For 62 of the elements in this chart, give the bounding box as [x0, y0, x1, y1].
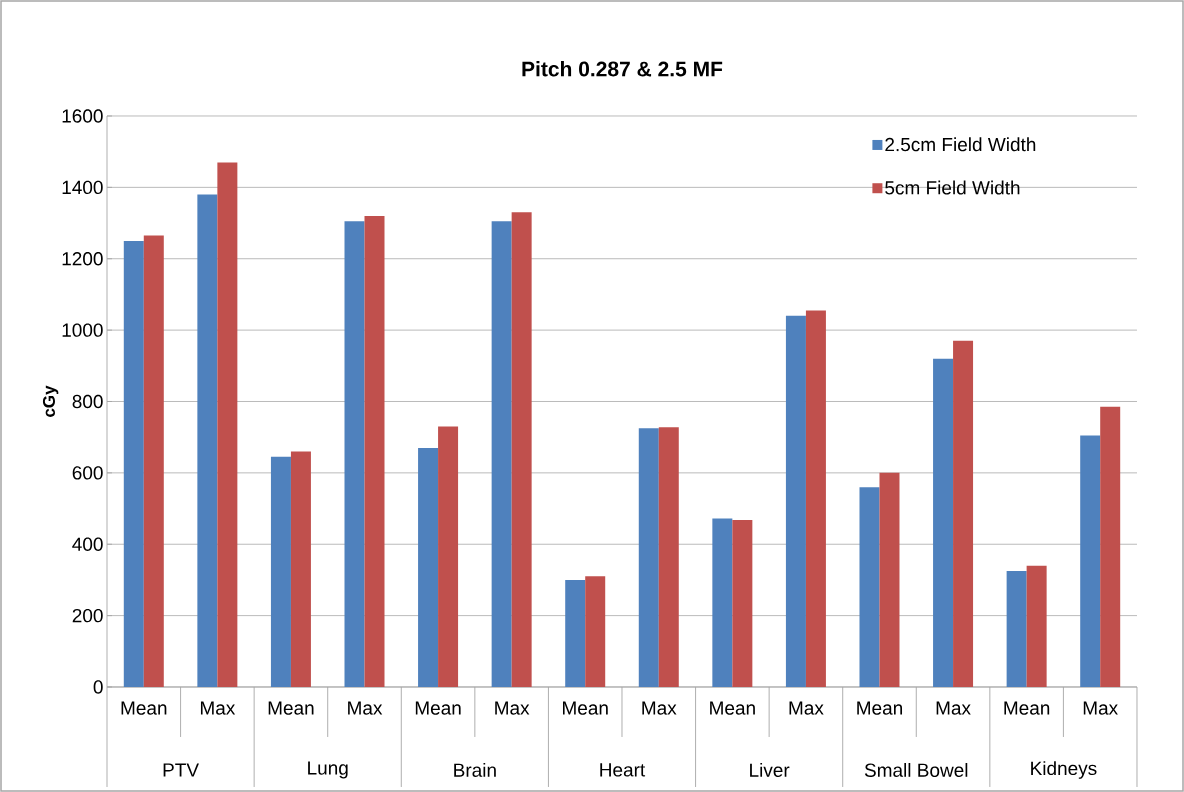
bar [344, 221, 365, 687]
x-tick-label: Mean [563, 701, 608, 715]
y-tick-label: 200 [72, 608, 103, 623]
x-tick-label: Mean [415, 701, 461, 715]
x-tick-label: Mean [1004, 701, 1050, 715]
text: Kidneys [1031, 761, 1097, 779]
chart-title: Pitch 0.287 & 2.5 MF [522, 61, 723, 77]
bar [712, 518, 733, 687]
x-tick-label: Max [348, 701, 383, 715]
bar [438, 426, 459, 687]
bar [217, 162, 238, 687]
bar [197, 194, 218, 687]
bar [270, 456, 291, 687]
bar [805, 310, 826, 687]
y-tick-label: 600 [72, 466, 103, 480]
x-tick-label: Max [936, 701, 971, 715]
x-tick-label: Max [200, 701, 236, 715]
x-tick-label: Max [1083, 701, 1118, 715]
bar [879, 472, 900, 687]
x-tick-label: Mean [710, 701, 755, 715]
bar [418, 447, 439, 687]
bar [933, 358, 954, 687]
bar [585, 576, 606, 687]
x-tick-label: Max [642, 701, 677, 715]
bar [143, 235, 164, 687]
text: PTV [163, 763, 199, 777]
bar [638, 428, 659, 687]
bar [1100, 406, 1121, 687]
bar [1006, 571, 1027, 687]
x-tick-label: Mean [121, 701, 167, 715]
y-tick-label: 800 [72, 394, 103, 409]
bar [364, 215, 385, 687]
legend-label: 2.5cm Field Width [885, 137, 1036, 152]
text: Small Bowel [864, 763, 968, 777]
bar [491, 221, 512, 687]
y-tick-label: 1400 [62, 180, 103, 195]
bar [658, 427, 679, 687]
y-tick-label: 1600 [62, 109, 103, 123]
text: Liver [750, 763, 790, 777]
bar [785, 315, 806, 687]
bar [1026, 565, 1047, 687]
x-tick-label: Mean [268, 701, 314, 715]
bar [953, 340, 974, 687]
y-tick-label: 400 [72, 537, 103, 551]
bar [511, 212, 532, 687]
text: Brain [454, 763, 496, 777]
x-tick-label: Max [789, 701, 824, 715]
x-tick-label: Mean [857, 701, 903, 715]
y-tick-label: 0 [93, 680, 103, 694]
y-axis-title: cGy [42, 385, 59, 417]
text: Heart [600, 763, 646, 777]
bar [732, 519, 753, 687]
bar [1080, 435, 1101, 687]
bar [290, 451, 311, 687]
y-tick-label: 1200 [62, 252, 103, 266]
x-tick-label: Max [495, 701, 530, 715]
bar [123, 240, 144, 687]
bar [565, 579, 586, 687]
legend-label: 5cm Field Width [885, 180, 1020, 195]
bar [859, 487, 880, 687]
text: Lung [308, 761, 348, 779]
y-tick-label: 1000 [62, 323, 103, 337]
